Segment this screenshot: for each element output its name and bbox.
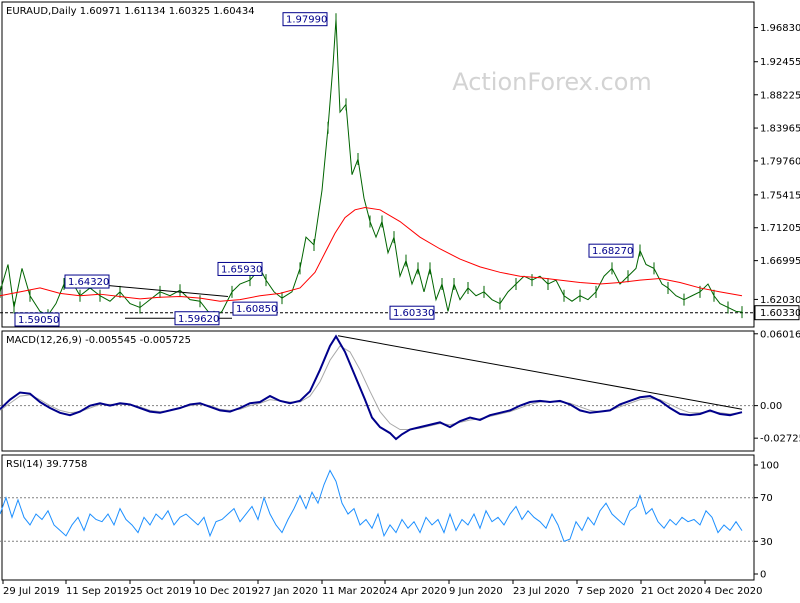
price-label-box	[14, 312, 60, 327]
rsi-axis-tick-label: 0	[760, 570, 766, 581]
price-axis-tick-label: 1.75415	[760, 190, 800, 201]
price-axis-tick-label: 1.79760	[760, 156, 800, 167]
rsi-axis-tick-label: 100	[760, 461, 779, 472]
macd-header: MACD(12,26,9) -0.005545 -0.005725	[6, 335, 191, 346]
x-axis-tick-label: 9 Jun 2020	[449, 586, 503, 597]
price-label-box	[282, 12, 328, 27]
x-axis-tick-label: 11 Mar 2020	[322, 586, 385, 597]
rsi-panel-frame	[1, 454, 755, 581]
price-label-box	[217, 261, 263, 276]
x-axis-tick-label: 7 Sep 2020	[577, 586, 634, 597]
macd-axis-tick-label: 0.060165	[760, 329, 800, 340]
price-axis-tick-label: 1.66995	[760, 256, 800, 267]
x-axis-tick-label: 29 Jul 2019	[3, 586, 60, 597]
price-label-text: 1.97990	[286, 15, 327, 26]
price-label-text: 1.65930	[221, 264, 262, 275]
rsi-axis-tick-label: 30	[760, 537, 773, 548]
macd-layer	[0, 334, 754, 441]
price-label-text: 1.60850	[236, 304, 277, 315]
rsi-layer	[0, 469, 754, 542]
price-axis-tick-label: 1.96830	[760, 23, 800, 34]
price-series-line	[0, 19, 743, 318]
axes-layer: 1.62030 1.66995 1.71205 1.75415 1.79760 1.839…	[2, 23, 800, 597]
price-label-box	[174, 311, 220, 326]
price-label-box	[389, 305, 435, 320]
x-axis-tick-label: 21 Oct 2020	[641, 586, 703, 597]
macd-main-line	[0, 334, 743, 441]
price-axis-tick-label: 1.88225	[760, 90, 800, 101]
price-axis-tick-label: 1.92455	[760, 57, 800, 68]
price-label-text: 1.59620	[178, 314, 219, 325]
rsi-axis-tick-label: 70	[760, 493, 773, 504]
symbol-header: EURAUD,Daily 1.60971 1.61134 1.60325 1.6…	[6, 6, 255, 17]
x-axis-tick-label: 4 Dec 2020	[705, 586, 763, 597]
macd-axis-tick-label: -0.02725	[760, 434, 800, 445]
price-label-text: 1.59050	[18, 315, 59, 326]
rsi-header: RSI(14) 39.7758	[6, 459, 87, 470]
price-layer: 1.97990 1.64320 1.59050 1.59620 1.65930 1.608…	[0, 12, 754, 327]
x-axis-tick-label: 11 Sep 2019	[66, 586, 129, 597]
macd-panel-frame	[1, 330, 755, 452]
price-panel-frame	[1, 1, 755, 328]
rsi-line	[0, 469, 743, 542]
x-axis-tick-label: 25 Oct 2019	[130, 586, 192, 597]
price-label-text: 1.60330	[393, 308, 434, 319]
current-price-label: 1.60330	[760, 308, 800, 319]
macd-axis-tick-label: 0.00	[760, 401, 782, 412]
x-axis-tick-label: 27 Jan 2020	[258, 586, 318, 597]
price-label-text: 1.64320	[68, 277, 109, 288]
price-label-text: 1.68270	[592, 246, 633, 257]
moving-average-line	[0, 206, 743, 302]
watermark: ActionForex.com	[452, 68, 652, 96]
x-axis-tick-label: 23 Jul 2020	[513, 586, 570, 597]
price-axis-tick-label: 1.71205	[760, 223, 800, 234]
macd-trendline	[337, 335, 743, 410]
x-axis-tick-label: 10 Dec 2019	[194, 586, 258, 597]
price-label-box	[64, 274, 110, 289]
current-price-box	[754, 305, 800, 321]
price-axis-tick-label: 1.83965	[760, 124, 800, 135]
x-axis-tick-label: 24 Apr 2020	[385, 586, 447, 597]
price-axis-tick-label: 1.62030	[760, 295, 800, 306]
price-label-box	[588, 243, 634, 258]
price-label-box	[232, 301, 278, 316]
